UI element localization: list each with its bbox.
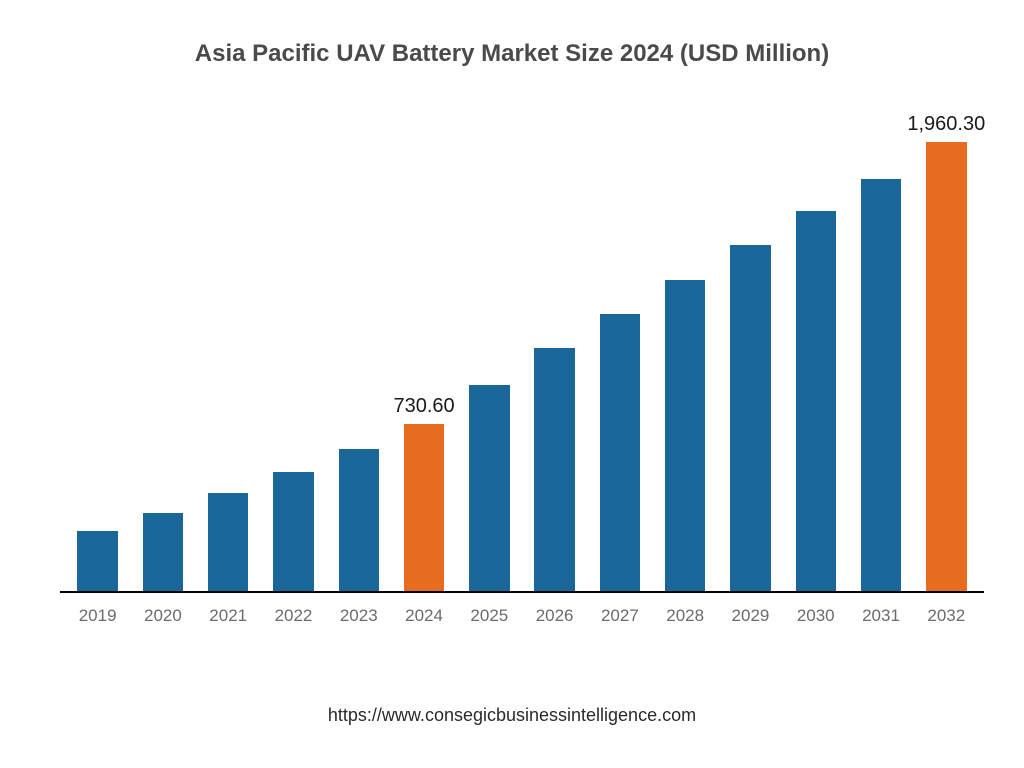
bar-slot xyxy=(522,110,587,591)
x-axis-label: 2024 xyxy=(391,598,456,628)
x-axis-label: 2026 xyxy=(522,598,587,628)
bar xyxy=(339,449,379,591)
bar-slot xyxy=(457,110,522,591)
x-axis-label: 2021 xyxy=(196,598,261,628)
x-axis-labels: 2019202020212022202320242025202620272028… xyxy=(60,598,984,628)
bar xyxy=(600,314,640,591)
bar-slot xyxy=(65,110,130,591)
source-url: https://www.consegicbusinessintelligence… xyxy=(0,705,1024,726)
bar-slot xyxy=(130,110,195,591)
chart-area: 730.601,960.30 2019202020212022202320242… xyxy=(60,110,984,628)
bar xyxy=(796,211,836,591)
bar-slot: 730.60 xyxy=(391,110,456,591)
x-axis-label: 2029 xyxy=(718,598,783,628)
bar-slot xyxy=(783,110,848,591)
bar xyxy=(273,472,313,591)
x-axis-label: 2032 xyxy=(914,598,979,628)
x-axis-label: 2023 xyxy=(326,598,391,628)
bar-slot xyxy=(653,110,718,591)
bar xyxy=(143,513,183,591)
bar-slot xyxy=(718,110,783,591)
bar xyxy=(730,245,770,591)
bar-slot: 1,960.30 xyxy=(914,110,979,591)
bar xyxy=(926,142,966,591)
bars-container: 730.60 1,960.30 xyxy=(60,110,984,591)
bar xyxy=(534,348,574,591)
bar-slot xyxy=(326,110,391,591)
bar xyxy=(665,280,705,592)
x-axis-label: 2022 xyxy=(261,598,326,628)
bar xyxy=(77,531,117,591)
x-axis-label: 2027 xyxy=(587,598,652,628)
x-axis-label: 2031 xyxy=(848,598,913,628)
chart-container: Asia Pacific UAV Battery Market Size 202… xyxy=(0,0,1024,768)
bar-slot xyxy=(196,110,261,591)
x-axis-label: 2019 xyxy=(65,598,130,628)
x-axis-label: 2030 xyxy=(783,598,848,628)
chart-title: Asia Pacific UAV Battery Market Size 202… xyxy=(0,40,1024,68)
bar xyxy=(861,179,901,591)
bar-value-label: 1,960.30 xyxy=(881,113,1012,136)
x-axis-label: 2028 xyxy=(653,598,718,628)
bar xyxy=(469,385,509,591)
bar xyxy=(208,493,248,591)
x-axis-label: 2025 xyxy=(457,598,522,628)
bar xyxy=(404,424,444,591)
bar-slot xyxy=(848,110,913,591)
bar-slot xyxy=(587,110,652,591)
plot-region: 730.60 1,960.30 xyxy=(60,110,984,593)
x-axis-label: 2020 xyxy=(130,598,195,628)
bar-slot xyxy=(261,110,326,591)
